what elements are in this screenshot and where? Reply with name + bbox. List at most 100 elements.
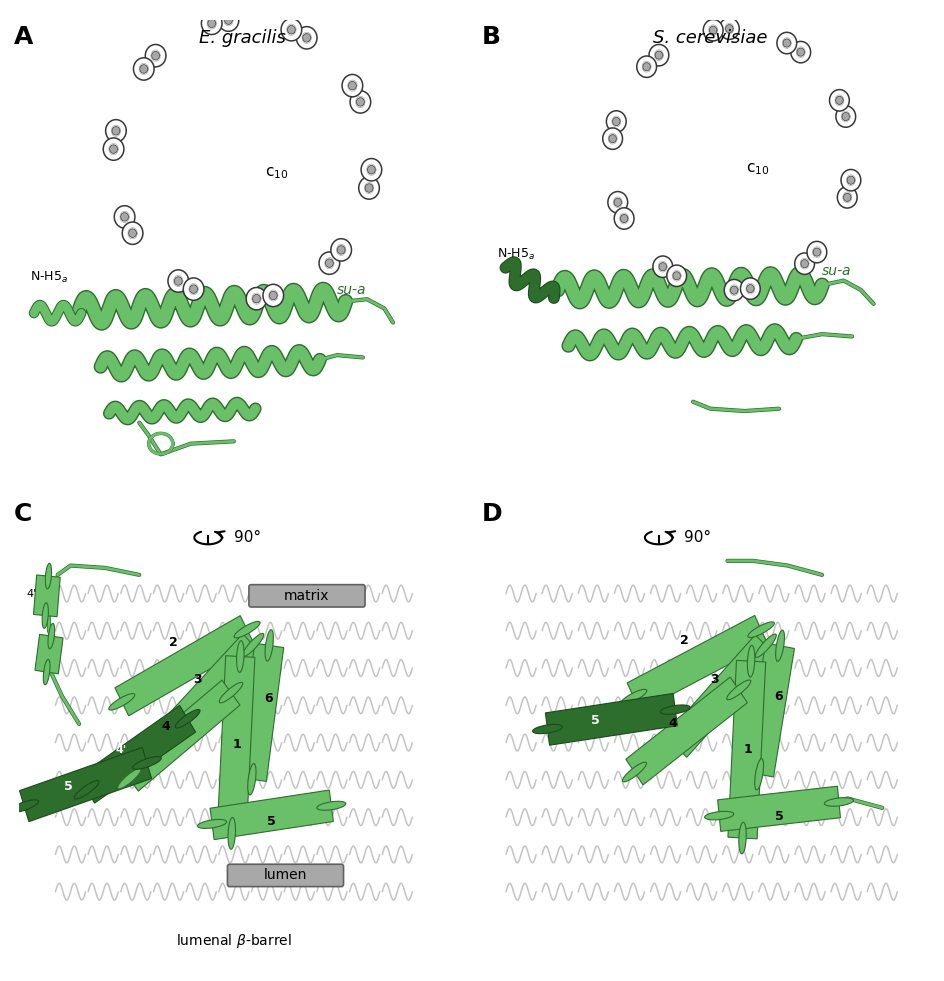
Text: 4: 4 <box>161 720 170 733</box>
Text: N-H5$_a$: N-H5$_a$ <box>497 247 535 262</box>
Text: lumenal $\beta$-barrel: lumenal $\beta$-barrel <box>176 932 292 950</box>
Polygon shape <box>217 655 255 834</box>
Ellipse shape <box>790 41 810 63</box>
Text: 3: 3 <box>710 673 718 687</box>
Ellipse shape <box>208 19 215 27</box>
Ellipse shape <box>132 756 161 769</box>
Text: C: C <box>14 502 32 526</box>
Text: A: A <box>14 25 34 48</box>
Ellipse shape <box>109 694 135 710</box>
Text: 2: 2 <box>680 634 688 646</box>
FancyBboxPatch shape <box>228 864 344 887</box>
Ellipse shape <box>319 252 339 275</box>
Ellipse shape <box>236 641 244 672</box>
Ellipse shape <box>175 709 200 728</box>
Ellipse shape <box>672 272 680 280</box>
Ellipse shape <box>316 801 346 810</box>
Ellipse shape <box>45 563 52 589</box>
Ellipse shape <box>666 265 686 286</box>
Ellipse shape <box>843 193 851 201</box>
Ellipse shape <box>726 680 750 699</box>
Text: 90°: 90° <box>234 530 261 545</box>
Ellipse shape <box>619 690 646 705</box>
Ellipse shape <box>836 186 856 208</box>
Ellipse shape <box>654 51 662 59</box>
Ellipse shape <box>228 817 235 850</box>
Ellipse shape <box>201 12 222 34</box>
Ellipse shape <box>287 26 295 34</box>
Ellipse shape <box>243 634 263 656</box>
Polygon shape <box>115 616 254 716</box>
Ellipse shape <box>704 811 733 820</box>
Ellipse shape <box>636 56 656 77</box>
Ellipse shape <box>658 263 666 271</box>
Polygon shape <box>20 748 151 822</box>
Ellipse shape <box>723 280 743 301</box>
Polygon shape <box>78 705 195 803</box>
Text: S. cerevisiae: S. cerevisiae <box>652 28 767 47</box>
Ellipse shape <box>612 118 619 126</box>
Ellipse shape <box>754 758 763 790</box>
Ellipse shape <box>349 91 370 113</box>
Ellipse shape <box>42 602 48 629</box>
Polygon shape <box>237 644 283 782</box>
Polygon shape <box>35 635 63 674</box>
Ellipse shape <box>43 659 50 685</box>
Ellipse shape <box>364 183 373 192</box>
Polygon shape <box>716 786 839 831</box>
Ellipse shape <box>829 89 849 111</box>
Ellipse shape <box>112 127 120 135</box>
Ellipse shape <box>280 19 301 41</box>
Ellipse shape <box>738 822 746 853</box>
Text: B: B <box>481 25 500 48</box>
Ellipse shape <box>140 65 147 74</box>
Ellipse shape <box>356 98 364 106</box>
Ellipse shape <box>114 206 135 228</box>
Ellipse shape <box>183 278 204 300</box>
Polygon shape <box>665 635 776 757</box>
Ellipse shape <box>649 44 668 66</box>
Ellipse shape <box>175 277 182 285</box>
Ellipse shape <box>775 630 784 661</box>
Ellipse shape <box>702 20 722 41</box>
Ellipse shape <box>841 113 849 121</box>
Ellipse shape <box>75 781 99 800</box>
Ellipse shape <box>246 287 266 310</box>
Ellipse shape <box>325 259 333 268</box>
Text: 5: 5 <box>774 809 783 823</box>
Ellipse shape <box>846 177 853 184</box>
Ellipse shape <box>219 683 243 702</box>
Polygon shape <box>120 680 240 791</box>
Ellipse shape <box>234 621 260 638</box>
Text: lumen: lumen <box>263 868 307 883</box>
Ellipse shape <box>128 229 136 237</box>
Text: su-a: su-a <box>337 283 366 297</box>
Ellipse shape <box>264 630 273 661</box>
Ellipse shape <box>145 44 166 67</box>
Text: 3: 3 <box>193 673 201 687</box>
Text: 4': 4' <box>115 745 126 754</box>
Ellipse shape <box>800 260 807 268</box>
Ellipse shape <box>218 9 239 31</box>
Text: 5: 5 <box>267 815 276 828</box>
Ellipse shape <box>622 762 646 782</box>
Polygon shape <box>727 660 765 839</box>
Ellipse shape <box>725 25 733 32</box>
Text: 5: 5 <box>64 780 73 794</box>
Polygon shape <box>545 694 677 746</box>
Ellipse shape <box>247 763 256 795</box>
Ellipse shape <box>337 245 345 254</box>
Polygon shape <box>625 677 747 785</box>
Ellipse shape <box>197 819 227 828</box>
Ellipse shape <box>665 735 686 758</box>
Polygon shape <box>210 790 333 840</box>
Ellipse shape <box>252 294 261 303</box>
Ellipse shape <box>747 645 754 677</box>
Ellipse shape <box>619 215 627 223</box>
Ellipse shape <box>103 138 124 160</box>
Ellipse shape <box>148 736 169 758</box>
Text: D: D <box>481 502 502 526</box>
Ellipse shape <box>117 768 141 789</box>
Text: 5: 5 <box>590 714 598 727</box>
Ellipse shape <box>168 270 189 292</box>
